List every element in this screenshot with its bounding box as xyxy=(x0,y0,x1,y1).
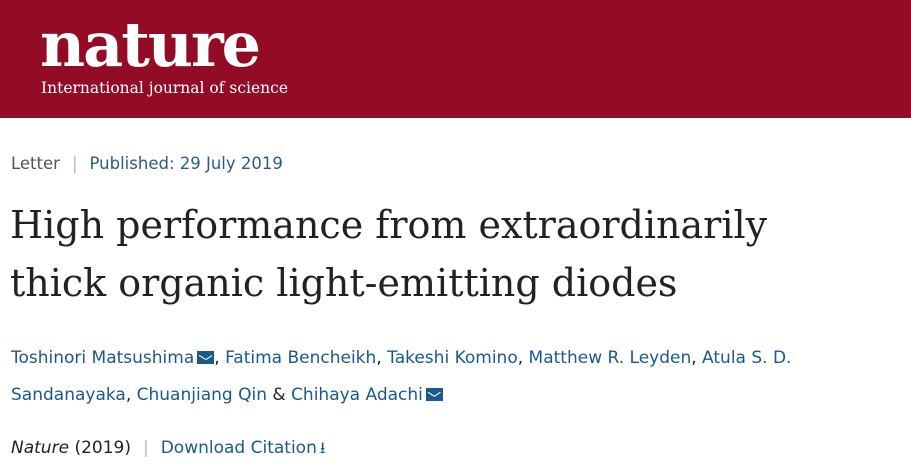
title-line-2: thick organic light-emitting diodes xyxy=(10,261,678,305)
author-link[interactable]: Takeshi Komino xyxy=(387,348,518,368)
article-meta: Letter | Published: 29 July 2019 xyxy=(11,152,283,176)
meta-separator: | xyxy=(71,154,78,173)
citation-row: Nature (2019) | Download Citation ⭳ xyxy=(11,436,325,460)
nature-logo[interactable]: nature xyxy=(40,8,261,81)
title-line-1: High performance from extraordinarily xyxy=(10,203,768,247)
download-arrow-icon[interactable]: ⭳ xyxy=(319,438,326,457)
author-link[interactable]: Matthew R. Leyden xyxy=(528,348,692,368)
masthead: nature International journal of science xyxy=(0,0,911,118)
author-separator: , xyxy=(691,348,703,368)
author-list: Toshinori Matsushima, Fatima Bencheikh, … xyxy=(11,340,891,414)
article-type: Letter xyxy=(11,154,60,173)
author-separator: , xyxy=(376,348,388,368)
author-link[interactable]: Fatima Bencheikh xyxy=(225,348,377,368)
author-separator: , xyxy=(517,348,529,368)
tagline: International journal of science xyxy=(41,79,289,97)
mail-icon[interactable] xyxy=(425,388,443,401)
author-link[interactable]: Chihaya Adachi xyxy=(291,385,423,405)
download-citation-link[interactable]: Download Citation xyxy=(160,438,317,458)
journal-year: (2019) xyxy=(74,438,131,458)
author-separator: , xyxy=(214,348,226,368)
citation-separator: | xyxy=(142,438,149,458)
published-date[interactable]: Published: 29 July 2019 xyxy=(89,154,283,173)
journal-name: Nature xyxy=(11,438,70,458)
author-link[interactable]: Sandanayaka xyxy=(11,385,126,405)
article-title: High performance from extraordinarily th… xyxy=(10,196,890,312)
author-separator: , xyxy=(125,385,137,405)
author-ampersand: & xyxy=(272,385,286,405)
author-link[interactable]: Atula S. D. xyxy=(702,348,792,368)
author-link[interactable]: Toshinori Matsushima xyxy=(11,348,195,368)
mail-icon[interactable] xyxy=(197,351,215,364)
author-link[interactable]: Chuanjiang Qin xyxy=(136,385,267,405)
